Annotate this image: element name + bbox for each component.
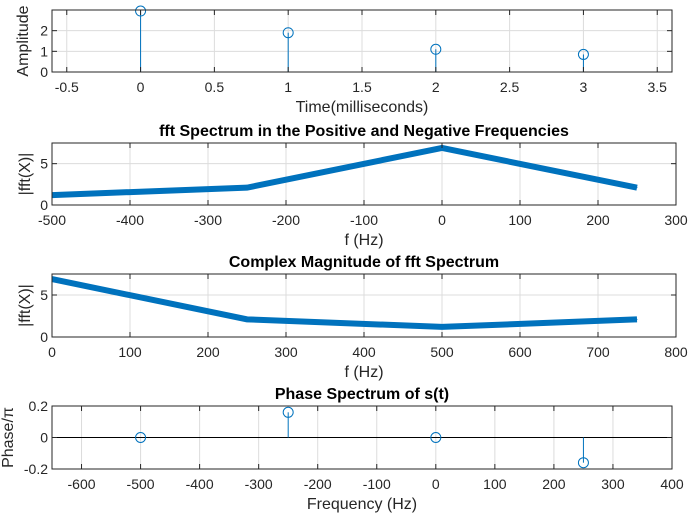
fft-spectrum-plot: -500 -400 -300 -200 -100 0 100 200 300 0 5 f (Hz) |f… [17,123,688,249]
x-tick-label: -400 [186,476,214,492]
data-point [246,318,248,320]
x-tick-label: 300 [274,344,298,360]
x-tick-label: -0.5 [55,79,79,95]
x-tick-label: 3 [580,79,588,95]
y-axis-label: |fft(X)| [17,284,34,327]
stem-marker [577,457,589,469]
x-tick-label: 400 [352,344,376,360]
y-tick-label: 0 [40,197,48,213]
x-tick-label: 100 [508,212,532,228]
series-line [51,144,638,199]
stem-marker [430,43,442,55]
y-tick-label: 0 [40,329,48,345]
chart-title: Phase Spectrum of s(t) [275,386,449,403]
y-tick-label: 1 [40,43,48,59]
x-tick-label: 300 [664,212,688,228]
stem-marker [430,432,442,443]
x-tick-label: -600 [68,476,96,492]
x-tick-label: -300 [194,212,222,228]
x-tick-label: -100 [350,212,378,228]
x-tick-label: 300 [601,476,625,492]
x-tick-label: -400 [116,212,144,228]
chart-title: fft Spectrum in the Positive and Negativ… [159,123,569,140]
y-tick-label: -0.2 [24,461,48,477]
x-tick-label: -500 [38,212,66,228]
x-tick-label: 200 [542,476,566,492]
y-tick-label: 0 [40,64,48,80]
stem-marker [135,432,147,443]
phase-spectrum-plot: -600 -500 -400 -300 -200 -100 0 100 200 300 400 -0.… [0,386,684,513]
y-axis-label: |fft(X)| [17,153,34,196]
y-tick-label: 5 [40,156,48,172]
x-tick-label: -500 [127,476,155,492]
time-domain-plot: -0.5 0 0.5 1 1.5 2 2.5 3 3.5012Time(milliseconds… [15,5,673,116]
y-tick-label: 5 [40,287,48,303]
x-tick-label: 0.5 [205,79,225,95]
magnitude-spectrum-plot: 0 100 200 300 400 500 600 700 800 0 5 f (Hz) |fft(X)… [17,254,688,381]
data-point [441,326,443,328]
x-tick-label: -200 [272,212,300,228]
stem-marker [577,48,589,60]
stem-marker [282,406,294,418]
y-axis-label: Amplitude [15,5,32,76]
x-tick-label: 100 [483,476,507,492]
x-tick-label: 200 [196,344,220,360]
x-tick-label: -100 [363,476,391,492]
data-point [246,187,248,189]
x-tick-label: -300 [245,476,273,492]
x-tick-label: 3.5 [648,79,668,95]
y-tick-label: 0 [40,430,48,446]
x-tick-label: 400 [660,476,684,492]
x-tick-label: 800 [664,344,688,360]
x-axis-label: Time(milliseconds) [296,99,429,116]
x-tick-label: 0 [438,212,446,228]
data-point [636,318,638,320]
stem-marker [135,5,147,17]
y-tick-label: 0.2 [29,398,49,414]
x-tick-label: -200 [304,476,332,492]
x-tick-label: 200 [586,212,610,228]
x-tick-label: 0 [137,79,145,95]
x-tick-label: 100 [118,344,142,360]
x-tick-label: 700 [586,344,610,360]
x-tick-label: 1 [284,79,292,95]
x-axis-label: f (Hz) [344,364,383,381]
series-line [51,276,638,330]
x-tick-label: 0 [48,344,56,360]
y-axis-label: Phase/π [0,407,17,468]
x-axis-label: f (Hz) [344,232,383,249]
x-tick-label: 600 [508,344,532,360]
data-point [636,187,638,189]
chart-title: Complex Magnitude of fft Spectrum [229,254,499,271]
x-tick-label: 2.5 [500,79,520,95]
x-tick-label: 0 [432,476,440,492]
x-tick-label: 500 [430,344,454,360]
x-tick-label: 2 [432,79,440,95]
x-tick-label: 1.5 [352,79,372,95]
y-tick-label: 2 [40,23,48,39]
stem-marker [282,27,294,39]
x-axis-label: Frequency (Hz) [307,496,417,513]
